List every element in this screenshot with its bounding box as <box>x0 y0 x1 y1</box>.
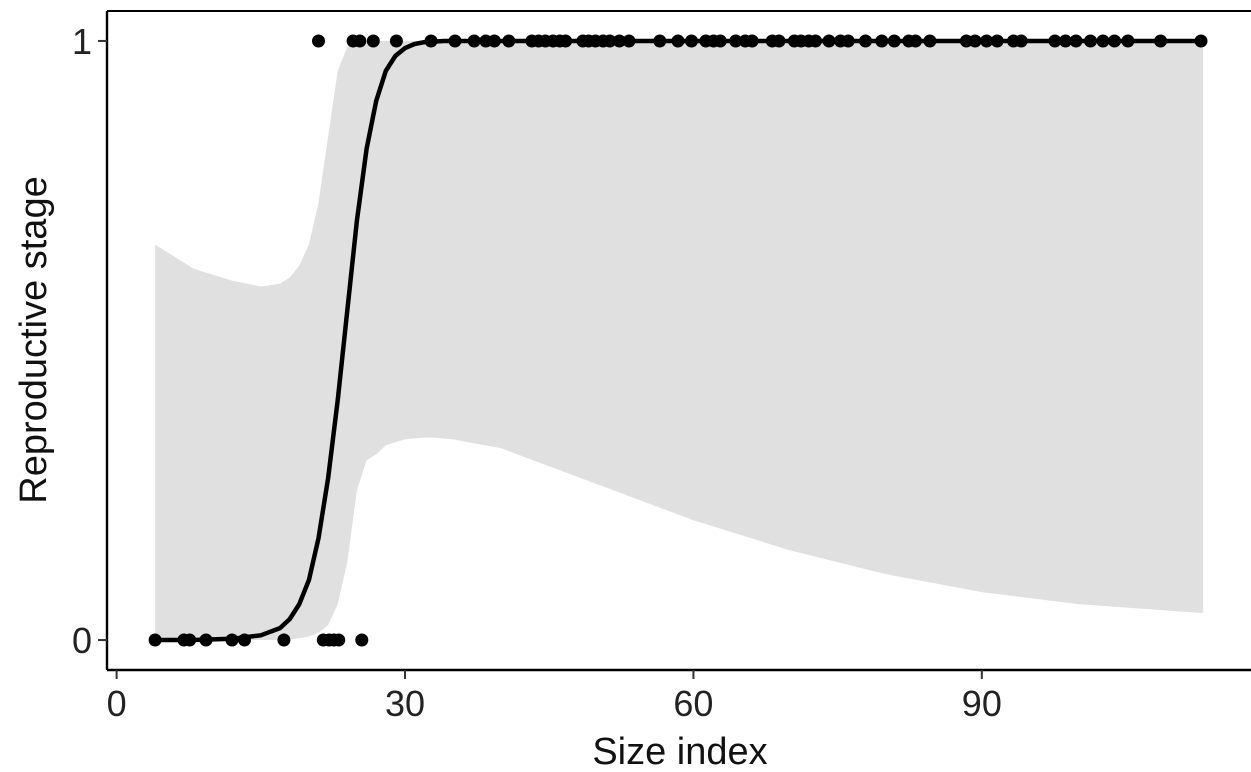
data-point <box>277 633 291 647</box>
data-point <box>1014 34 1028 48</box>
data-point <box>448 34 462 48</box>
data-point <box>332 633 346 647</box>
data-point <box>809 34 822 48</box>
data-points-layer <box>148 34 1208 647</box>
data-point <box>1121 34 1135 48</box>
data-point <box>713 34 727 48</box>
data-point <box>1059 34 1072 48</box>
fit-curve-layer <box>152 38 1206 643</box>
data-point <box>183 633 197 647</box>
data-point <box>238 633 251 647</box>
data-point <box>389 34 403 48</box>
x-tick-label: 30 <box>385 683 425 724</box>
data-point <box>199 633 213 647</box>
data-point <box>1154 34 1168 48</box>
data-point <box>603 34 617 48</box>
data-point <box>968 34 982 48</box>
x-tick-label: 0 <box>107 683 127 724</box>
data-point <box>467 34 481 48</box>
data-point <box>909 34 922 48</box>
data-point <box>990 34 1004 48</box>
axes <box>105 10 1251 672</box>
data-point <box>622 34 636 48</box>
data-point <box>487 34 501 48</box>
data-point <box>1048 34 1062 48</box>
data-point <box>502 34 516 48</box>
data-point <box>559 34 573 48</box>
data-point <box>366 34 380 48</box>
y-tick-label: 0 <box>72 620 92 661</box>
data-point <box>312 34 325 48</box>
data-point <box>1194 34 1208 48</box>
data-point <box>148 633 162 647</box>
confidence-band-layer <box>155 41 1203 640</box>
data-point <box>887 34 901 48</box>
data-point <box>822 34 836 48</box>
tick-layer: 0 30 60 90 0 1 <box>72 21 1002 724</box>
data-point <box>923 34 937 48</box>
x-tick-label: 90 <box>962 683 1002 724</box>
fit-curve <box>152 38 1206 643</box>
data-point <box>772 34 786 48</box>
data-point <box>353 34 367 48</box>
data-point <box>653 34 667 48</box>
data-point <box>1096 34 1110 48</box>
x-axis-title: Size index <box>592 731 767 772</box>
data-point <box>225 633 239 647</box>
data-point <box>612 34 626 48</box>
data-point <box>729 34 743 48</box>
data-point <box>1084 34 1097 48</box>
x-tick-label: 60 <box>673 683 713 724</box>
data-point <box>1108 34 1121 48</box>
data-point <box>424 34 438 48</box>
data-point <box>841 34 855 48</box>
data-point <box>685 34 698 48</box>
y-tick-label: 1 <box>72 21 92 62</box>
data-point <box>355 633 369 647</box>
data-point <box>859 34 872 48</box>
data-point <box>875 34 889 48</box>
data-point <box>745 34 759 48</box>
confidence-band <box>155 41 1203 640</box>
data-point <box>671 34 685 48</box>
data-point <box>1069 34 1083 48</box>
y-axis-title: Reproductive stage <box>13 176 55 503</box>
data-point <box>980 34 994 48</box>
